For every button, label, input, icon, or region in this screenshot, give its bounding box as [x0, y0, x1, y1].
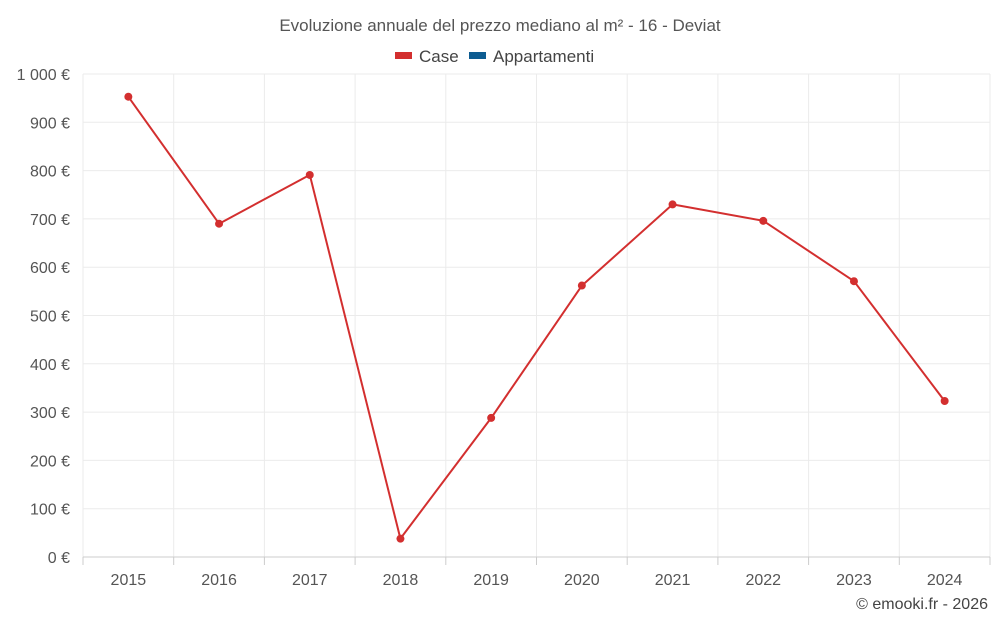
- x-axis: 2015 2016 2017 2018 2019 2020 2021 2022 2023 2024: [82, 556, 991, 589]
- data-point-case-2024[interactable]: [940, 396, 949, 405]
- x-tick-label: 2017: [292, 572, 328, 589]
- y-tick-label: 300 €: [30, 405, 70, 422]
- legend-item-appartamenti[interactable]: Appartamenti: [469, 47, 594, 66]
- credit-text: © emooki.fr - 2026: [856, 596, 988, 613]
- y-tick-label: 600 €: [30, 260, 70, 277]
- y-tick-label: 1 000 €: [17, 67, 70, 84]
- y-tick-label: 200 €: [30, 453, 70, 470]
- data-point-case-2022[interactable]: [759, 216, 768, 225]
- y-tick-label: 900 €: [30, 115, 70, 132]
- data-point-case-2018[interactable]: [396, 534, 405, 543]
- y-tick-label: 0 €: [48, 550, 70, 567]
- y-tick-label: 400 €: [30, 357, 70, 374]
- legend-swatch-appartamenti: [469, 52, 486, 59]
- y-tick-label: 500 €: [30, 309, 70, 326]
- data-point-case-2019[interactable]: [487, 413, 496, 422]
- x-tick-label: 2024: [927, 572, 963, 589]
- x-tick-label: 2021: [655, 572, 691, 589]
- data-point-case-2020[interactable]: [577, 281, 586, 290]
- legend-label-case: Case: [419, 47, 459, 66]
- legend-item-case[interactable]: Case: [395, 47, 459, 66]
- x-tick-label: 2020: [564, 572, 600, 589]
- gridlines: [82, 73, 991, 557]
- x-tick-label: 2016: [201, 572, 237, 589]
- x-tick-label: 2023: [836, 572, 872, 589]
- x-tick-label: 2022: [745, 572, 781, 589]
- y-tick-label: 800 €: [30, 164, 70, 181]
- x-tick-label: 2019: [473, 572, 509, 589]
- legend-swatch-case: [395, 52, 412, 59]
- x-tick-label: 2015: [111, 572, 147, 589]
- data-point-case-2016[interactable]: [215, 219, 224, 228]
- y-tick-label: 700 €: [30, 212, 70, 229]
- data-point-case-2021[interactable]: [668, 200, 677, 209]
- legend: Case Appartamenti: [395, 47, 594, 66]
- series-line-case: [127, 96, 946, 540]
- data-point-case-2017[interactable]: [305, 170, 314, 179]
- data-point-case-2015[interactable]: [124, 92, 133, 101]
- chart-title: Evoluzione annuale del prezzo mediano al…: [279, 16, 721, 35]
- legend-label-appartamenti: Appartamenti: [493, 47, 594, 66]
- y-axis: 0 € 100 € 200 € 300 € 400 € 500 € 600 € 700 € 80…: [17, 67, 70, 567]
- data-point-case-2023[interactable]: [849, 277, 858, 286]
- x-tick-label: 2018: [383, 572, 419, 589]
- series-case: [124, 92, 949, 543]
- y-tick-label: 100 €: [30, 502, 70, 519]
